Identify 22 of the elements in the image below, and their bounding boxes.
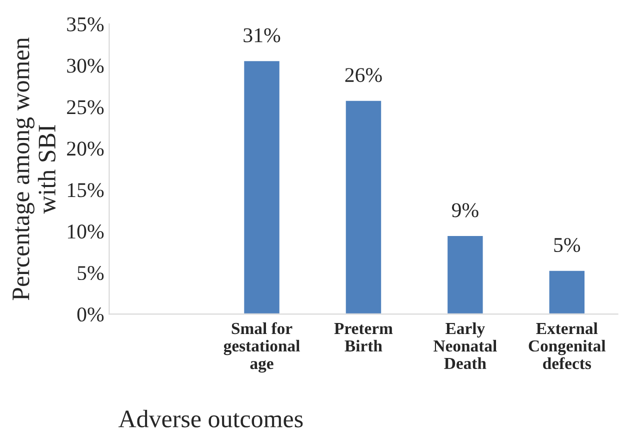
- data-label: 9%: [452, 203, 478, 218]
- x-tick-label: External Congenital defects: [528, 322, 606, 370]
- y-tick-label: 25%: [67, 100, 104, 114]
- data-label: 31%: [244, 28, 280, 42]
- y-tick-label: 5%: [78, 266, 104, 280]
- bar: [242, 60, 281, 314]
- y-tick-label: 20%: [67, 142, 104, 156]
- y-tick-label: 15%: [68, 183, 104, 198]
- bar: [548, 269, 586, 314]
- y-tick-label: 0%: [77, 307, 104, 322]
- x-tick-label: Smal for gestational age: [224, 322, 300, 373]
- x-tick-label: Preterm Birth: [334, 323, 393, 352]
- data-label: 26%: [345, 68, 382, 82]
- y-tick-label: 35%: [67, 17, 104, 32]
- y-tick-label: 10%: [68, 224, 104, 239]
- x-tick-label: Early Neonatal Death: [434, 322, 497, 370]
- data-label: 5%: [554, 238, 580, 252]
- y-axis-title: Percentage among women with SBI: [12, 37, 56, 300]
- x-axis-title: Adverse outcomes: [118, 410, 303, 428]
- bar: [344, 99, 382, 314]
- bar: [446, 234, 484, 314]
- y-tick-label: 30%: [67, 58, 104, 73]
